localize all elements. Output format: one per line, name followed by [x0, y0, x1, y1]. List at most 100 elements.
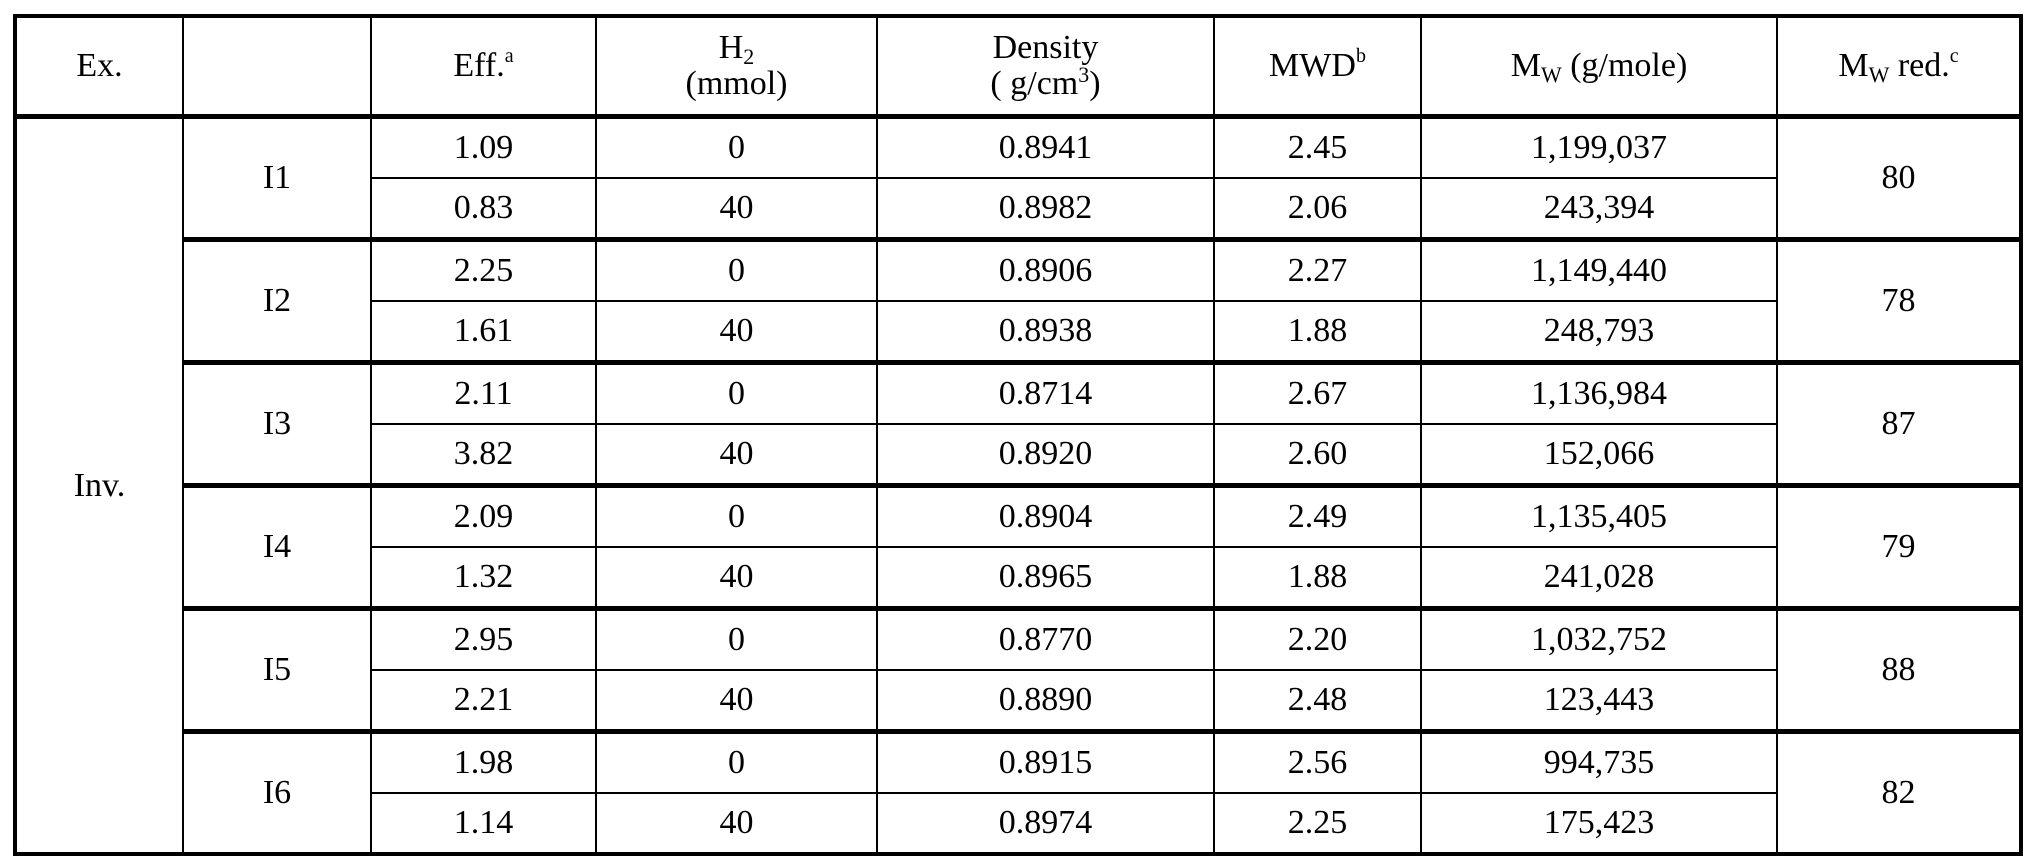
header-text: ( g/cm	[990, 65, 1078, 102]
cell: 152,066	[1421, 424, 1777, 486]
cell: 1,149,440	[1421, 240, 1777, 302]
cell: 0	[596, 609, 877, 671]
cell: 40	[596, 301, 877, 363]
cell: 2.48	[1214, 670, 1421, 732]
cell: 0.8982	[877, 178, 1214, 240]
header-text: M	[1511, 47, 1541, 84]
header-cell: Ex.	[15, 16, 183, 117]
cell: 0.8965	[877, 547, 1214, 609]
cell: 248,793	[1421, 301, 1777, 363]
cell: 0	[596, 240, 877, 302]
table-header: Ex. Eff.a H2(mmol) Density( g/cm3) MWDb …	[15, 16, 2021, 117]
mw-reduction: 78	[1777, 240, 2021, 363]
mw-reduction: 82	[1777, 732, 2021, 855]
example-id: I5	[183, 609, 371, 732]
header-cell: Eff.a	[371, 16, 596, 117]
cell: 1.88	[1214, 301, 1421, 363]
mw-reduction: 87	[1777, 363, 2021, 486]
footnote-mark: c	[1950, 45, 1959, 67]
example-id: I4	[183, 486, 371, 609]
cell: 2.11	[371, 363, 596, 425]
cell: 1,136,984	[1421, 363, 1777, 425]
example-id: I3	[183, 363, 371, 486]
cell: 1.32	[371, 547, 596, 609]
header-text: Eff.	[453, 47, 504, 84]
cell: 1.61	[371, 301, 596, 363]
example-id: I1	[183, 117, 371, 240]
footnote-mark: b	[1356, 45, 1366, 67]
cell: 40	[596, 670, 877, 732]
subscript: W	[1869, 62, 1890, 87]
header-cell: H2(mmol)	[596, 16, 877, 117]
cell: 1.98	[371, 732, 596, 794]
mw-reduction: 80	[1777, 117, 2021, 240]
data-table: Ex. Eff.a H2(mmol) Density( g/cm3) MWDb …	[13, 14, 2023, 856]
cell: 123,443	[1421, 670, 1777, 732]
cell: 40	[596, 424, 877, 486]
cell: 1,032,752	[1421, 609, 1777, 671]
cell: 2.06	[1214, 178, 1421, 240]
header-cell: Density( g/cm3)	[877, 16, 1214, 117]
cell: 1,135,405	[1421, 486, 1777, 548]
cell: 1.88	[1214, 547, 1421, 609]
cell: 2.09	[371, 486, 596, 548]
cell: 175,423	[1421, 793, 1777, 854]
cell: 0.8941	[877, 117, 1214, 179]
cell: 1,199,037	[1421, 117, 1777, 179]
cell: 0	[596, 363, 877, 425]
cell: 0	[596, 732, 877, 794]
cell: 2.20	[1214, 609, 1421, 671]
cell: 0.8920	[877, 424, 1214, 486]
subscript: W	[1541, 62, 1562, 87]
cell: 1.09	[371, 117, 596, 179]
cell: 2.25	[1214, 793, 1421, 854]
cell: 2.67	[1214, 363, 1421, 425]
table-row: I61.9800.89152.56994,73582	[15, 732, 2021, 794]
cell: 2.95	[371, 609, 596, 671]
cell: 2.56	[1214, 732, 1421, 794]
header-text: (g/mole)	[1562, 47, 1688, 84]
cell: 0.8938	[877, 301, 1214, 363]
cell: 40	[596, 793, 877, 854]
cell: 0.83	[371, 178, 596, 240]
header-text: red.	[1889, 47, 1949, 84]
cell: 994,735	[1421, 732, 1777, 794]
footnote-mark: a	[505, 45, 514, 67]
cell: 2.25	[371, 240, 596, 302]
cell: 243,394	[1421, 178, 1777, 240]
header-cell: MWDb	[1214, 16, 1421, 117]
cell: 0.8974	[877, 793, 1214, 854]
table-row: I32.1100.87142.671,136,98487	[15, 363, 2021, 425]
cell: 0	[596, 117, 877, 179]
cell: 0.8906	[877, 240, 1214, 302]
cell: 1.14	[371, 793, 596, 854]
cell: 2.60	[1214, 424, 1421, 486]
cell: 40	[596, 547, 877, 609]
cell: 2.49	[1214, 486, 1421, 548]
cell: 241,028	[1421, 547, 1777, 609]
header-text: H	[719, 29, 744, 66]
header-text: M	[1838, 47, 1868, 84]
mw-reduction: 88	[1777, 609, 2021, 732]
cell: 3.82	[371, 424, 596, 486]
mw-reduction: 79	[1777, 486, 2021, 609]
cell: 0.8714	[877, 363, 1214, 425]
row-label: Inv.	[15, 117, 183, 855]
table-row: I52.9500.87702.201,032,75288	[15, 609, 2021, 671]
header-cell: MW (g/mole)	[1421, 16, 1777, 117]
header-text: Ex.	[76, 47, 122, 84]
table-row: I22.2500.89062.271,149,44078	[15, 240, 2021, 302]
header-cell	[183, 16, 371, 117]
superscript: 3	[1078, 62, 1089, 87]
table-row: Inv.I11.0900.89412.451,199,03780	[15, 117, 2021, 179]
cell: 2.21	[371, 670, 596, 732]
header-text: (mmol)	[686, 65, 788, 102]
cell: 2.45	[1214, 117, 1421, 179]
cell: 0	[596, 486, 877, 548]
example-id: I2	[183, 240, 371, 363]
cell: 0.8915	[877, 732, 1214, 794]
cell: 40	[596, 178, 877, 240]
table-body: Inv.I11.0900.89412.451,199,037800.83400.…	[15, 117, 2021, 855]
cell: 0.8890	[877, 670, 1214, 732]
